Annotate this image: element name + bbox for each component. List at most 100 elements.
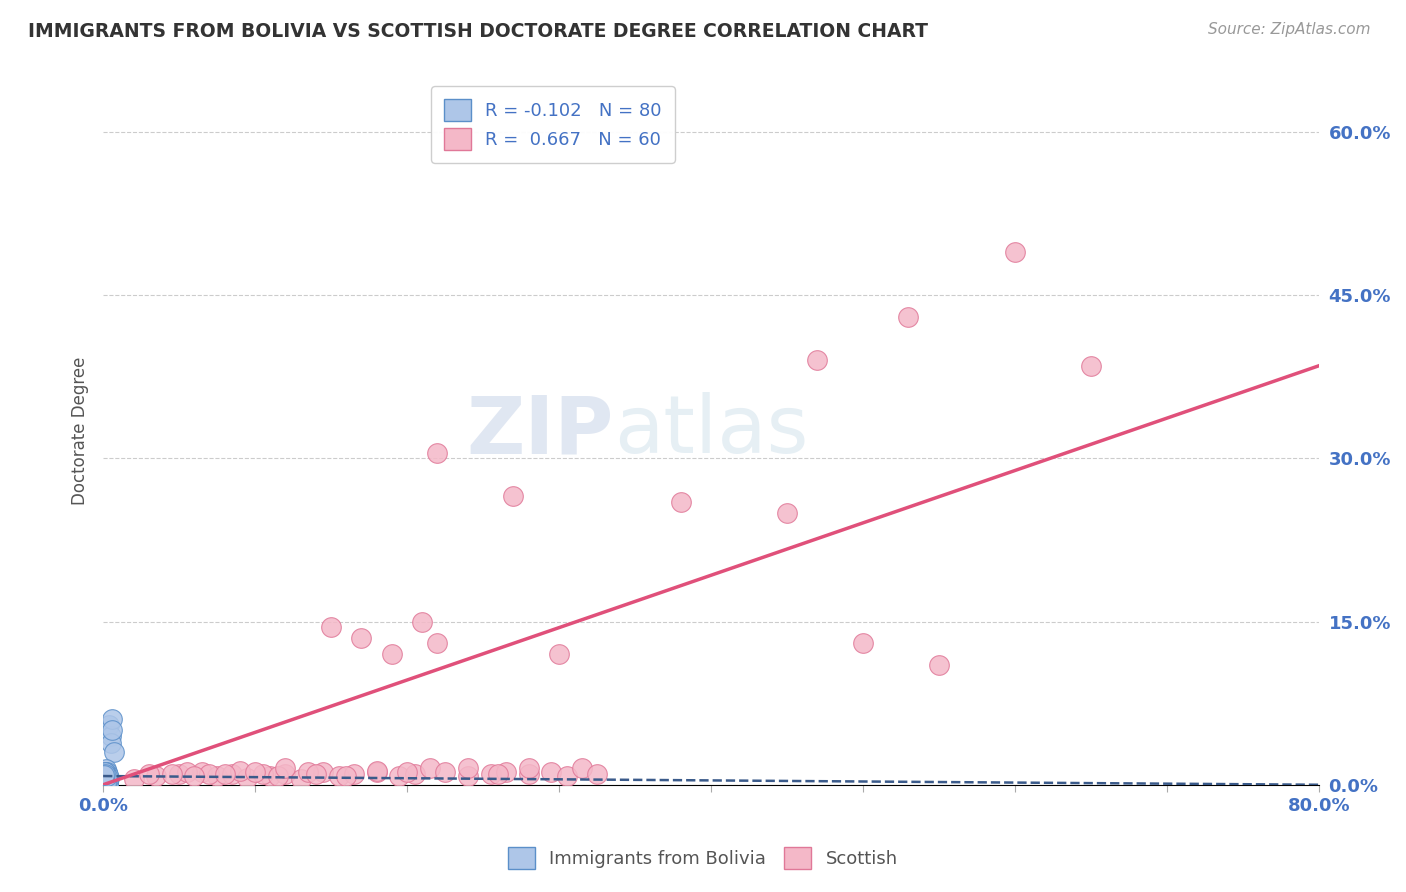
Point bbox=[160, 767, 183, 781]
Point bbox=[91, 774, 114, 789]
Point bbox=[94, 776, 117, 790]
Point bbox=[897, 310, 920, 324]
Point bbox=[229, 764, 252, 778]
Point bbox=[93, 772, 115, 787]
Point bbox=[94, 773, 117, 788]
Point bbox=[419, 761, 441, 775]
Point bbox=[93, 774, 115, 789]
Point bbox=[495, 764, 517, 779]
Point bbox=[96, 765, 118, 780]
Point bbox=[252, 767, 274, 781]
Point bbox=[335, 769, 357, 783]
Point bbox=[101, 723, 124, 738]
Point bbox=[571, 761, 593, 775]
Text: Source: ZipAtlas.com: Source: ZipAtlas.com bbox=[1208, 22, 1371, 37]
Point bbox=[94, 776, 117, 790]
Point bbox=[366, 764, 388, 778]
Point bbox=[928, 658, 950, 673]
Point bbox=[517, 767, 540, 781]
Legend: Immigrants from Bolivia, Scottish: Immigrants from Bolivia, Scottish bbox=[499, 838, 907, 879]
Point bbox=[93, 770, 115, 784]
Point bbox=[93, 773, 115, 788]
Point bbox=[434, 764, 457, 779]
Point bbox=[93, 766, 115, 780]
Point bbox=[94, 773, 117, 788]
Point bbox=[100, 736, 122, 750]
Point bbox=[191, 764, 214, 779]
Point bbox=[94, 771, 117, 785]
Point bbox=[93, 772, 115, 786]
Point bbox=[94, 764, 117, 779]
Point bbox=[93, 768, 115, 782]
Point bbox=[198, 767, 221, 781]
Point bbox=[479, 767, 502, 781]
Point bbox=[97, 777, 120, 791]
Point bbox=[94, 775, 117, 789]
Point bbox=[411, 615, 433, 629]
Point bbox=[101, 713, 124, 727]
Point bbox=[96, 769, 118, 783]
Point bbox=[96, 770, 118, 784]
Point bbox=[806, 353, 828, 368]
Point bbox=[98, 718, 121, 732]
Point bbox=[94, 773, 117, 788]
Point bbox=[93, 776, 115, 790]
Point bbox=[94, 766, 117, 780]
Point bbox=[183, 769, 205, 783]
Point bbox=[96, 764, 118, 779]
Point bbox=[586, 767, 609, 781]
Point bbox=[93, 773, 115, 788]
Point bbox=[540, 764, 562, 779]
Point bbox=[93, 772, 115, 786]
Text: ZIP: ZIP bbox=[467, 392, 613, 470]
Point bbox=[96, 770, 118, 784]
Point bbox=[669, 495, 692, 509]
Point bbox=[343, 767, 366, 781]
Text: atlas: atlas bbox=[613, 392, 808, 470]
Point bbox=[103, 745, 125, 759]
Point bbox=[236, 771, 259, 785]
Point bbox=[96, 769, 118, 783]
Point bbox=[94, 769, 117, 783]
Point bbox=[94, 774, 117, 789]
Point bbox=[96, 763, 118, 777]
Point bbox=[100, 729, 122, 743]
Point bbox=[517, 761, 540, 775]
Legend: R = -0.102   N = 80, R =  0.667   N = 60: R = -0.102 N = 80, R = 0.667 N = 60 bbox=[432, 87, 675, 163]
Point bbox=[290, 772, 312, 787]
Point bbox=[91, 774, 114, 789]
Point bbox=[94, 767, 117, 781]
Point bbox=[91, 772, 114, 787]
Point bbox=[138, 767, 160, 781]
Point bbox=[305, 767, 328, 781]
Point bbox=[259, 769, 281, 783]
Point bbox=[145, 769, 167, 783]
Point bbox=[243, 764, 266, 779]
Point bbox=[274, 761, 297, 775]
Point bbox=[97, 776, 120, 790]
Point bbox=[548, 647, 571, 661]
Point bbox=[214, 767, 236, 781]
Point bbox=[93, 772, 115, 786]
Point bbox=[94, 774, 117, 789]
Point bbox=[93, 768, 115, 782]
Point bbox=[97, 767, 120, 781]
Text: IMMIGRANTS FROM BOLIVIA VS SCOTTISH DOCTORATE DEGREE CORRELATION CHART: IMMIGRANTS FROM BOLIVIA VS SCOTTISH DOCT… bbox=[28, 22, 928, 41]
Point bbox=[205, 769, 228, 783]
Point bbox=[97, 774, 120, 789]
Point bbox=[274, 767, 297, 781]
Point bbox=[97, 777, 120, 791]
Point bbox=[1004, 244, 1026, 259]
Point bbox=[94, 778, 117, 792]
Point bbox=[404, 767, 426, 781]
Point bbox=[91, 772, 114, 786]
Point bbox=[94, 764, 117, 779]
Point bbox=[94, 770, 117, 784]
Point bbox=[457, 761, 479, 775]
Point bbox=[94, 775, 117, 789]
Point bbox=[94, 770, 117, 784]
Point bbox=[93, 776, 115, 790]
Point bbox=[319, 620, 342, 634]
Point bbox=[776, 506, 799, 520]
Point bbox=[555, 769, 578, 783]
